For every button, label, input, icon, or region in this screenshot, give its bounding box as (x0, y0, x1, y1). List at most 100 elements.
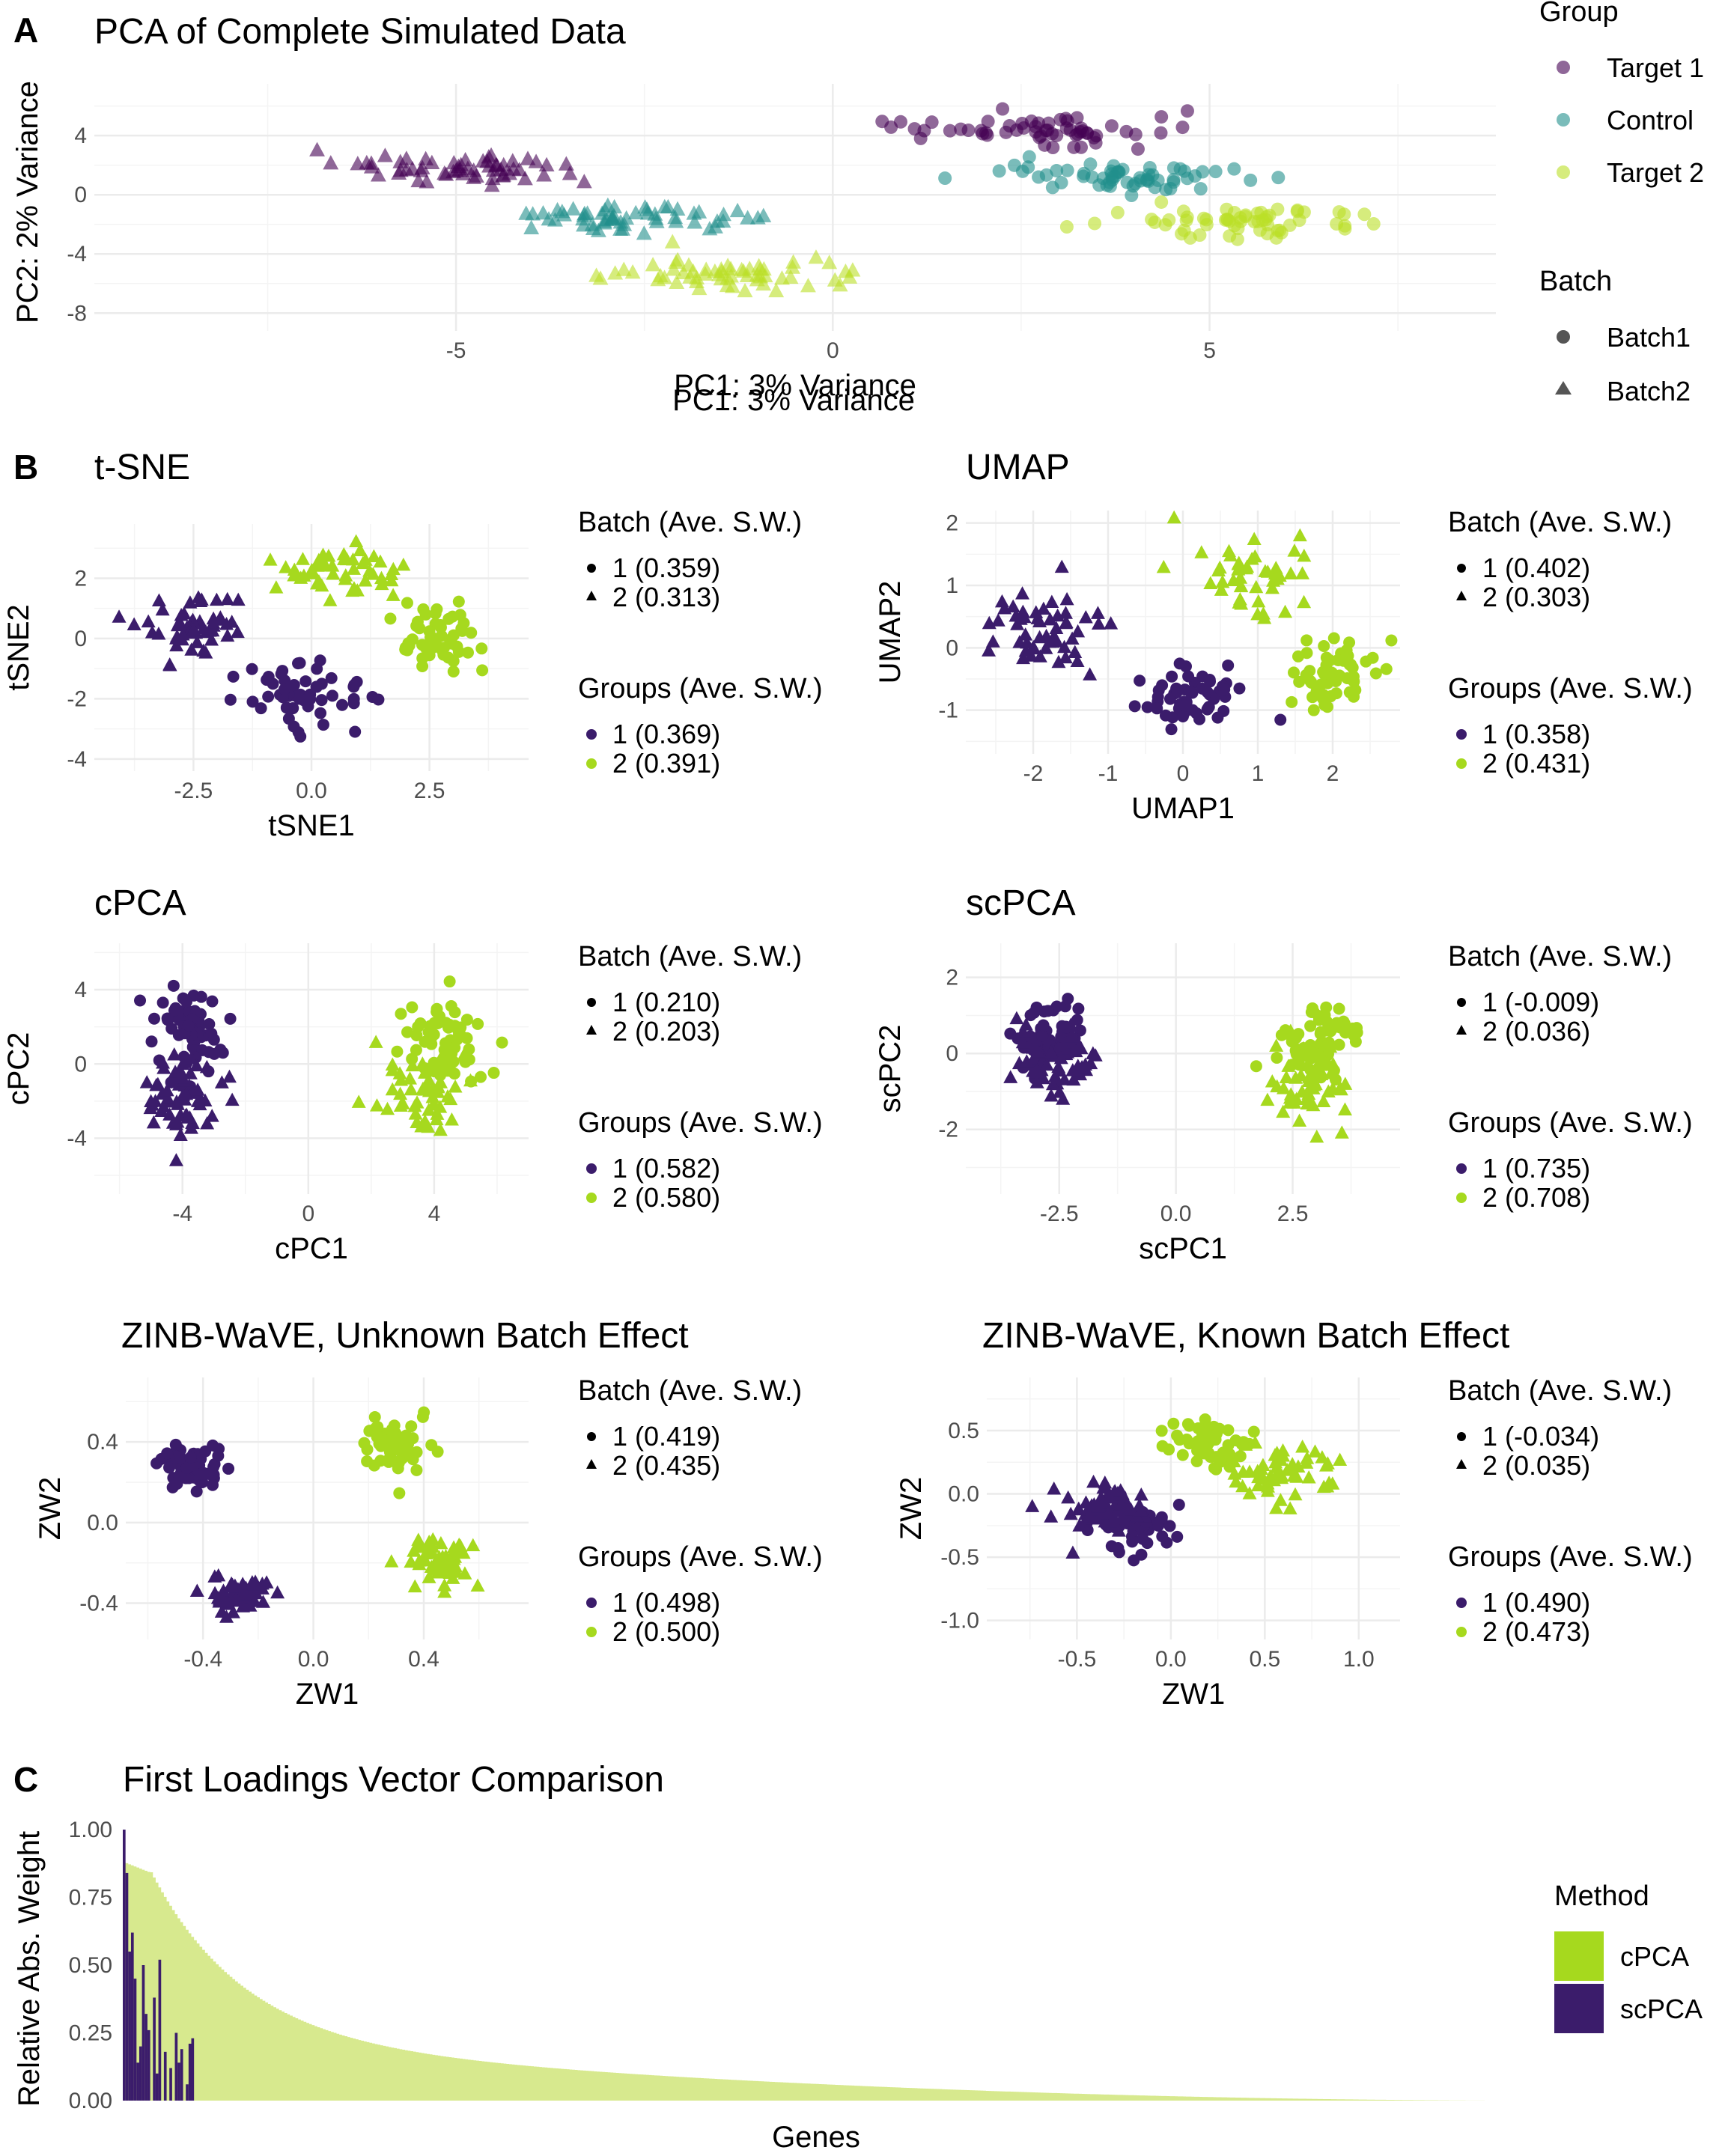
data-point (206, 615, 221, 629)
data-point (1057, 639, 1072, 654)
pca-plot: -5 0 5 -8 -4 0 4 PC1: 3% Variance (67, 84, 1496, 402)
data-point (195, 1467, 207, 1480)
cpca-xtick-label: 4 (428, 1202, 441, 1226)
data-point (1330, 687, 1342, 700)
data-point (476, 664, 489, 677)
data-point (1045, 1077, 1060, 1091)
loadings-ytick-label: 1.00 (69, 1818, 112, 1842)
data-point (528, 153, 544, 168)
data-point (410, 172, 427, 188)
cpca-ytick-label: 0 (74, 1052, 87, 1077)
data-point (1190, 1455, 1203, 1467)
data-point (392, 162, 409, 177)
data-point (1341, 672, 1354, 684)
scpca-bar (125, 1872, 129, 2101)
data-point (220, 628, 235, 642)
data-point (385, 1082, 400, 1096)
data-point (184, 1451, 197, 1464)
legend-group2-swatch (1456, 1627, 1467, 1637)
data-point (1288, 666, 1300, 679)
zinb_known-xtick-label: 0.0 (1155, 1647, 1187, 1672)
data-point (404, 1082, 419, 1096)
data-point (1163, 692, 1176, 705)
legend-group1-swatch (1456, 1598, 1467, 1608)
data-point (1032, 649, 1047, 663)
data-point (1083, 1509, 1098, 1523)
tsne-xtick-label: -2.5 (174, 779, 213, 803)
data-point (1071, 1014, 1083, 1026)
data-point (365, 567, 380, 580)
data-point (1175, 121, 1190, 135)
data-point (369, 1098, 384, 1112)
data-point (1295, 566, 1310, 579)
tsne-ytick-label: 2 (74, 566, 87, 591)
zinb_known-title: ZINB-WaVE, Known Batch Effect (982, 1316, 1509, 1356)
legend-groups-title: Groups (Ave. S.W.) (1448, 673, 1693, 704)
legend-batch1-swatch (1457, 564, 1466, 573)
data-point (338, 568, 353, 582)
data-point (576, 207, 592, 222)
data-point (660, 198, 676, 214)
legend-groups-title: Groups (Ave. S.W.) (1448, 1541, 1693, 1573)
data-point (1056, 1041, 1071, 1055)
data-point (1163, 1443, 1175, 1456)
data-point (1292, 528, 1307, 542)
data-point (410, 1464, 423, 1476)
data-point (1283, 1462, 1297, 1476)
data-point (1283, 1501, 1297, 1514)
data-point (438, 1565, 453, 1578)
data-point (668, 213, 684, 228)
zinb_known-xtick-label: 0.5 (1249, 1647, 1280, 1672)
cpca-plot: -4 0 4 -4 0 4 cPC1 cPC2 cPCA Batch (Ave. S.W.) 1 (… (2, 883, 823, 1265)
legend-control-label: Control (1607, 105, 1694, 135)
scpca-bar (155, 2073, 159, 2101)
data-point (448, 1041, 461, 1054)
data-point (1287, 543, 1302, 557)
scpca-bar (144, 2014, 147, 2101)
data-point (652, 267, 669, 283)
data-point (156, 1099, 171, 1113)
data-point (372, 693, 385, 706)
data-point (716, 207, 731, 222)
data-point (647, 206, 663, 221)
data-point (224, 1580, 239, 1593)
data-point (1063, 1017, 1078, 1032)
data-point (675, 264, 692, 280)
data-point (433, 1535, 448, 1550)
data-point (270, 1585, 285, 1599)
data-point (1334, 1125, 1349, 1139)
data-point (981, 115, 995, 129)
tsne-ytick-label: 0 (74, 627, 87, 651)
legend-batch-title: Batch (Ave. S.W.) (578, 1375, 802, 1407)
data-point (996, 102, 1010, 116)
legend-batch2-label: 2 (0.435) (612, 1450, 720, 1481)
data-point (1286, 1035, 1298, 1048)
cpca-title: cPCA (94, 883, 186, 923)
data-point (400, 1429, 413, 1442)
data-point (681, 257, 697, 272)
data-point (1159, 709, 1172, 722)
data-point (315, 694, 328, 707)
data-point (315, 558, 330, 572)
data-point (1292, 650, 1304, 663)
data-point (325, 558, 340, 572)
data-point (436, 165, 453, 180)
data-point (472, 1017, 484, 1030)
pca-xtick-label: 0 (827, 338, 839, 363)
data-point (669, 274, 685, 289)
data-point (162, 657, 177, 672)
scpca-bar (139, 2046, 142, 2101)
data-point (206, 1479, 219, 1491)
data-point (525, 206, 541, 221)
scpca-bar (123, 1830, 126, 2101)
data-point (224, 1012, 237, 1025)
data-point (1293, 1048, 1308, 1062)
data-point (1026, 639, 1041, 654)
data-point (1053, 1050, 1068, 1065)
data-point (1072, 1002, 1085, 1015)
data-point (1260, 1476, 1275, 1490)
data-point (1333, 1038, 1345, 1051)
legend-batch2-swatch (586, 1459, 597, 1469)
data-point (1226, 1454, 1241, 1468)
data-point (1043, 612, 1058, 626)
